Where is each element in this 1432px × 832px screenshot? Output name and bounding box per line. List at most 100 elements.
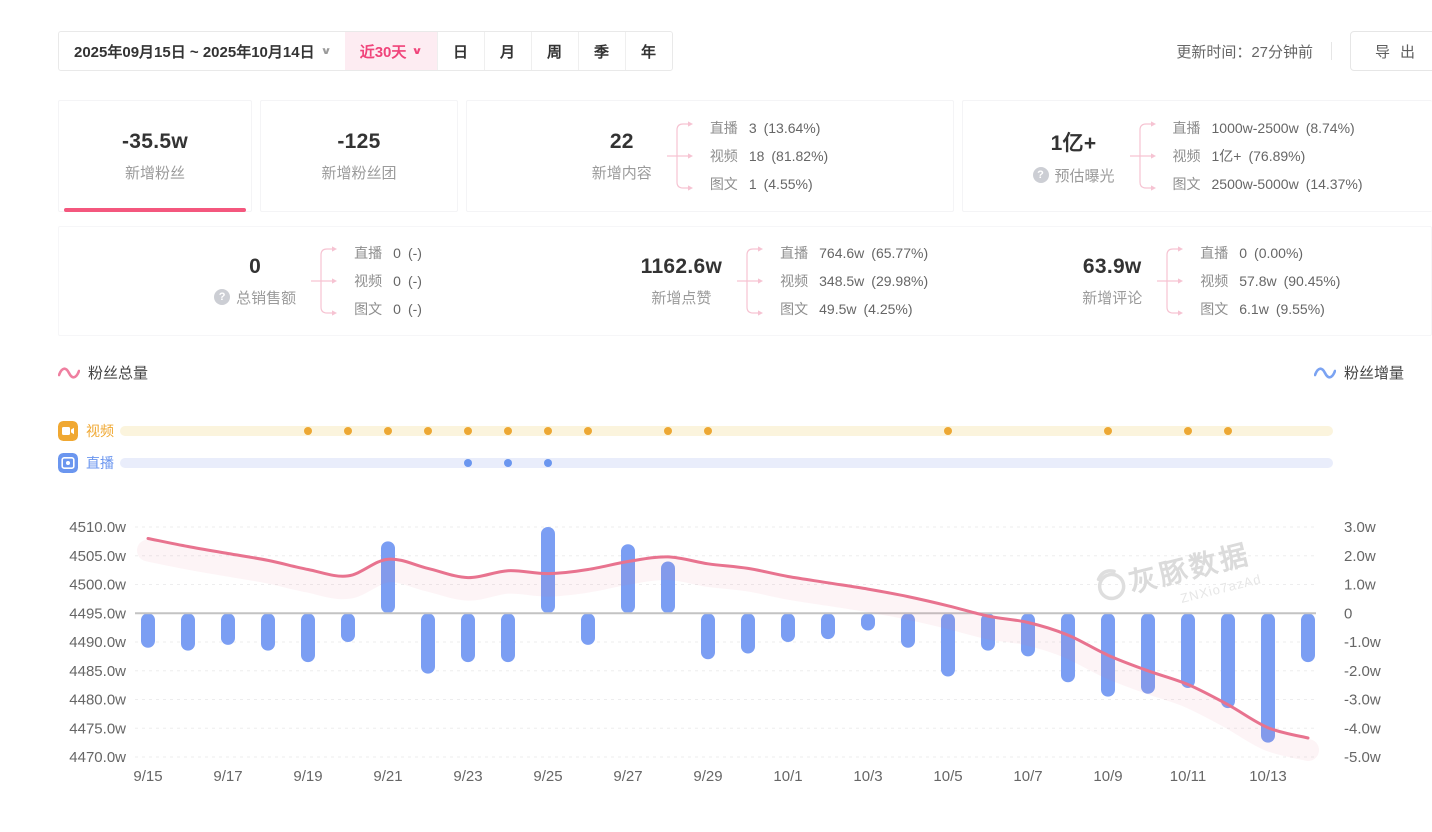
stat-breakdown: 直播 764.6w (65.77%) 视频 348.5w (29.98%) 图文 49.5w (… xyxy=(780,242,928,321)
timeline-marker-dot[interactable] xyxy=(1104,427,1112,435)
tab-week[interactable]: 周 xyxy=(530,32,578,70)
line-fan-total[interactable] xyxy=(146,537,1310,740)
quick-range-dropdown[interactable]: 近30天 ∨ xyxy=(344,32,437,70)
bar-fan-delta[interactable] xyxy=(541,527,555,614)
breakdown-row: 直播 0 (-) xyxy=(354,242,422,265)
bar-fan-delta[interactable] xyxy=(1141,613,1155,694)
stat-card-new-comments[interactable]: 63.9w 新增评论 直播 0 (0.00%) 视频 57.8w (90.45%) 图文 6.… xyxy=(992,227,1431,335)
timeline-marker-dot[interactable] xyxy=(464,459,472,467)
help-icon[interactable]: ? xyxy=(1032,167,1049,183)
bk-name: 视频 xyxy=(354,273,383,289)
bar-fan-delta[interactable] xyxy=(581,613,595,645)
bar-fan-delta[interactable] xyxy=(941,613,955,677)
bk-pct: (76.89%) xyxy=(1248,148,1306,164)
bar-fan-delta[interactable] xyxy=(501,613,515,663)
watermark-logo-icon xyxy=(1096,569,1116,582)
timeline-marker-dot[interactable] xyxy=(944,427,952,435)
bar-fan-delta[interactable] xyxy=(421,613,435,674)
stat-card-new-content[interactable]: 22 新增内容 直播 3 (13.64%) 视频 18 (81.82%) 图文 1 (4.55%… xyxy=(466,100,954,212)
bar-fan-delta[interactable] xyxy=(341,613,355,642)
bar-fan-delta[interactable] xyxy=(981,613,995,651)
breakdown-row: 图文 1 (4.55%) xyxy=(710,173,828,196)
timeline-marker-dot[interactable] xyxy=(464,427,472,435)
timeline-marker-dot[interactable] xyxy=(584,427,592,435)
tab-day[interactable]: 日 xyxy=(436,32,484,70)
bar-fan-delta[interactable] xyxy=(261,613,275,651)
bar-fan-delta[interactable] xyxy=(741,613,755,654)
timeline-marker-dot[interactable] xyxy=(344,427,352,435)
bar-fan-delta[interactable] xyxy=(461,613,475,663)
left-axis-tick-label: 4470.0w xyxy=(69,749,126,766)
right-axis-tick-label: -2.0w xyxy=(1344,663,1381,680)
bar-fan-delta[interactable] xyxy=(901,613,915,648)
stat-label: 新增粉丝 xyxy=(124,164,185,182)
bk-name: 图文 xyxy=(709,176,738,192)
bar-fan-delta[interactable] xyxy=(181,613,195,651)
stat-label: 新增内容 xyxy=(591,164,652,182)
timeline-marker-dot[interactable] xyxy=(704,427,712,435)
legend-fan-total[interactable]: 粉丝总量 xyxy=(58,362,148,383)
stat-card-new-likes[interactable]: 1162.6w 新增点赞 直播 764.6w (65.77%) 视频 348.5w (29… xyxy=(577,227,992,335)
timeline-marker-dot[interactable] xyxy=(1224,427,1232,435)
breakdown-row: 直播 3 (13.64%) xyxy=(710,117,828,140)
toolbar: 2025年09月15日 ~ 2025年10月14日 ∨ 近30天 ∨ 日 月 周… xyxy=(58,31,1432,71)
timeline-marker-dot[interactable] xyxy=(384,427,392,435)
breakdown-connector-icon xyxy=(1157,246,1184,316)
x-axis-label: 10/13 xyxy=(1249,768,1287,785)
left-axis-tick-label: 4495.0w xyxy=(69,605,126,622)
stat-value: 22 xyxy=(609,129,634,153)
bar-fan-delta[interactable] xyxy=(141,613,155,648)
tab-month[interactable]: 月 xyxy=(483,32,531,70)
bar-fan-delta[interactable] xyxy=(861,613,875,631)
timeline-marker-dot[interactable] xyxy=(544,459,552,467)
fans-trend-chart[interactable]: 4510.0w 3.0w 4505.0w 2.0w 4500.0w 1.0w 4495.0w… xyxy=(0,505,1432,825)
chevron-down-icon: ∨ xyxy=(319,45,332,57)
tab-quarter[interactable]: 季 xyxy=(577,32,625,70)
video-icon xyxy=(58,421,78,441)
stats-row-1: -35.5w 新增粉丝 -125 新增粉丝团 22 新增内容 直播 3 (13.64… xyxy=(58,100,1432,212)
bk-val: 1亿+ xyxy=(1211,148,1242,164)
bar-fan-delta[interactable] xyxy=(821,613,835,640)
bk-val: 57.8w xyxy=(1239,273,1277,289)
stat-value: 63.9w xyxy=(1082,254,1142,278)
video-marker-track xyxy=(120,426,1333,436)
timeline-marker-dot[interactable] xyxy=(504,459,512,467)
bar-fan-delta[interactable] xyxy=(301,613,315,663)
legend-fan-delta[interactable]: 粉丝增量 xyxy=(1313,362,1404,383)
bar-fan-delta[interactable] xyxy=(1181,613,1195,688)
bk-val: 18 xyxy=(748,148,765,164)
bar-fan-delta[interactable] xyxy=(781,613,795,642)
bar-fan-delta[interactable] xyxy=(1301,613,1315,663)
export-button[interactable]: 导出 xyxy=(1350,31,1432,71)
bk-name: 视频 xyxy=(780,273,809,289)
tab-year[interactable]: 年 xyxy=(624,32,672,70)
timeline-marker-dot[interactable] xyxy=(504,427,512,435)
date-range-picker[interactable]: 2025年09月15日 ~ 2025年10月14日 ∨ xyxy=(59,32,345,70)
help-icon[interactable]: ? xyxy=(214,289,231,305)
timeline-marker-dot[interactable] xyxy=(304,427,312,435)
bar-fan-delta[interactable] xyxy=(1061,613,1075,683)
bar-fan-delta[interactable] xyxy=(701,613,715,660)
bk-val: 0 xyxy=(393,301,401,317)
stat-card-new-fans[interactable]: -35.5w 新增粉丝 xyxy=(58,100,252,212)
timeline-marker-dot[interactable] xyxy=(664,427,672,435)
bar-fan-delta[interactable] xyxy=(1261,613,1275,743)
stat-value: 1亿+ xyxy=(1050,131,1097,155)
timeline-marker-dot[interactable] xyxy=(544,427,552,435)
bar-fan-delta[interactable] xyxy=(221,613,235,645)
timeline-marker-dot[interactable] xyxy=(424,427,432,435)
stat-card-estimated-exposure[interactable]: 1亿+ ? 预估曝光 直播 1000w-2500w (8.74%) 视频 1亿+ (76.… xyxy=(962,100,1432,212)
stat-label: 新增点赞 xyxy=(651,289,712,307)
right-axis-tick-label: -1.0w xyxy=(1344,634,1381,651)
stat-breakdown: 直播 0 (0.00%) 视频 57.8w (90.45%) 图文 6.1w (9.55%) xyxy=(1200,242,1340,321)
bk-pct: (0.00%) xyxy=(1254,245,1304,261)
bk-name: 视频 xyxy=(709,148,738,164)
timeline-label-live: 直播 xyxy=(86,455,114,471)
stat-card-total-sales[interactable]: 0 ? 总销售额 直播 0 (-) 视频 0 (-) 图文 0 (-) xyxy=(59,227,577,335)
bar-fan-delta[interactable] xyxy=(661,561,675,614)
stat-card-new-fanclub[interactable]: -125 新增粉丝团 xyxy=(260,100,458,212)
timeline-marker-dot[interactable] xyxy=(1184,427,1192,435)
bar-fan-delta[interactable] xyxy=(1221,613,1235,709)
